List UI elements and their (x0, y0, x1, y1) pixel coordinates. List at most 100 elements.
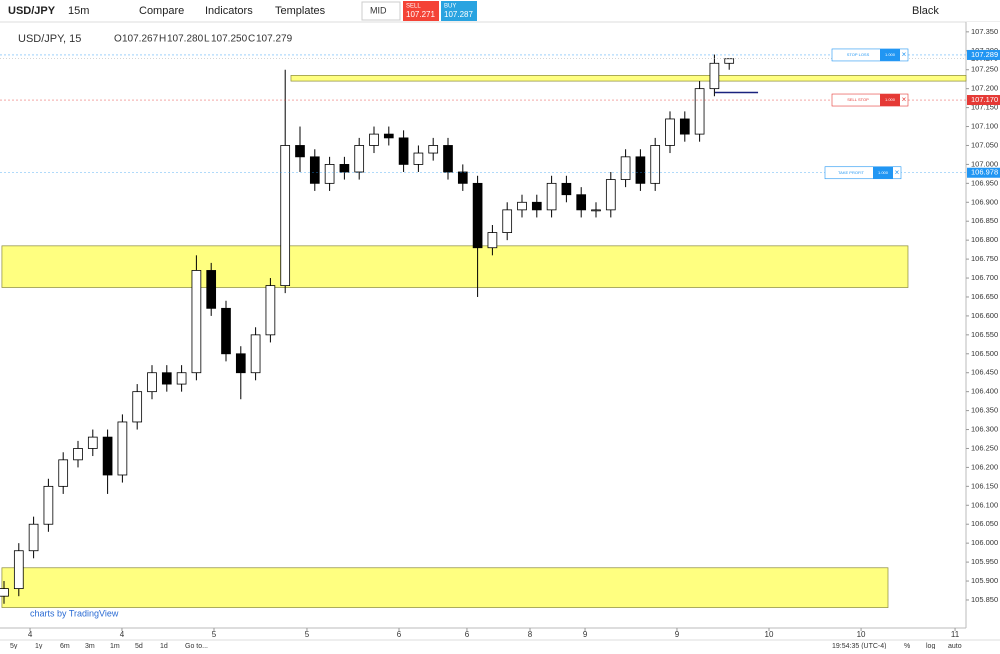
candle-body (58, 459, 69, 487)
range-button[interactable]: Go to... (185, 643, 208, 650)
price-source[interactable]: MID (370, 5, 387, 15)
price-axis (966, 22, 1000, 628)
x-tick-label: 5 (212, 630, 217, 639)
legend-c-label: C (248, 34, 255, 45)
scale-option[interactable]: log (926, 643, 935, 650)
buy-button[interactable] (441, 1, 477, 21)
candle-body (591, 209, 601, 212)
candle-body (221, 307, 231, 355)
candle-body (413, 152, 424, 165)
x-tick-label: 10 (765, 630, 774, 639)
order-price-bg (967, 95, 1000, 106)
range-button[interactable]: 1m (110, 643, 120, 650)
order-price-label: 106.978 (971, 168, 998, 177)
legend-l: 107.250 (211, 34, 248, 45)
candle-body (147, 372, 157, 393)
candle-body (457, 171, 468, 184)
order-price-bg (967, 49, 1000, 60)
x-tick-label: 9 (583, 630, 588, 639)
y-tick-label: 106.150 (971, 481, 998, 490)
candle-body (546, 182, 557, 211)
legend-c: 107.279 (256, 34, 293, 45)
scale-option[interactable]: % (904, 643, 910, 650)
y-tick-label: 106.300 (971, 425, 998, 434)
buy-label[interactable]: BUY (444, 4, 456, 10)
symbol[interactable]: USD/JPY (8, 5, 56, 17)
x-tick-label: 5 (305, 630, 310, 639)
legend-bg (4, 30, 384, 46)
candle-body (87, 436, 98, 449)
candle-body (531, 201, 542, 211)
y-tick-label: 107.250 (971, 65, 998, 74)
candle-body (102, 436, 113, 476)
compare-button[interactable]: Compare (139, 5, 184, 17)
candle-body (679, 118, 690, 135)
x-tick-label: 8 (528, 630, 533, 639)
candle-body (191, 270, 202, 374)
x-tick-label: 6 (397, 630, 402, 639)
interval[interactable]: 15m (68, 5, 89, 17)
candle-body (250, 334, 261, 374)
legend-o: 107.267 (122, 34, 159, 45)
scale-option[interactable]: auto (948, 643, 962, 650)
y-tick-label: 107.350 (971, 27, 998, 36)
y-tick-label: 106.250 (971, 443, 998, 452)
candle-body (724, 58, 735, 64)
candle-body (132, 391, 143, 423)
x-tick-label: 11 (951, 630, 960, 639)
watermark[interactable]: charts by TradingView (30, 608, 119, 618)
range-button[interactable]: 6m (60, 643, 70, 650)
y-tick-label: 106.350 (971, 406, 998, 415)
order-close: × (902, 95, 907, 104)
range-button[interactable]: 1y (35, 643, 43, 650)
candle-body (161, 372, 172, 385)
candle-body (43, 485, 54, 525)
candle-body (472, 182, 483, 249)
y-tick-label: 105.950 (971, 557, 998, 566)
legend-o-label: O (114, 34, 122, 45)
candle-body (339, 164, 350, 173)
price-source-box[interactable] (361, 1, 401, 21)
toolbar (0, 0, 1000, 22)
candle-body (280, 145, 291, 287)
candle-body (635, 156, 646, 184)
candle-body (665, 118, 675, 146)
candle-body (206, 270, 217, 309)
candle-body (176, 372, 187, 385)
y-tick-label: 106.800 (971, 235, 998, 244)
candle-body (28, 523, 39, 552)
candle-body (117, 421, 128, 476)
order-name: STOP LOSS (847, 52, 870, 57)
range-button[interactable]: 1d (160, 643, 168, 650)
buy-price[interactable]: 107.287 (444, 10, 473, 19)
sell-button[interactable] (403, 1, 439, 21)
candle-body (428, 145, 439, 154)
range-button[interactable]: 3m (85, 643, 95, 650)
order-qty-bg (880, 94, 900, 107)
sell-label[interactable]: SELL (406, 4, 421, 10)
candle-body (561, 182, 572, 196)
indicators-button[interactable]: Indicators (205, 5, 253, 17)
zone (290, 75, 967, 82)
y-tick-label: 106.850 (971, 216, 998, 225)
range-button[interactable]: 5d (135, 643, 143, 650)
order-close: × (902, 50, 907, 59)
zone (1, 245, 909, 288)
order-name: SELL STOP (847, 97, 869, 102)
y-tick-label: 106.700 (971, 273, 998, 282)
templates-button[interactable]: Templates (275, 5, 326, 17)
y-tick-label: 107.200 (971, 84, 998, 93)
candle-body (709, 62, 720, 90)
sell-price[interactable]: 107.271 (406, 10, 435, 19)
order-price-label: 107.170 (971, 95, 998, 104)
range-button[interactable]: 5y (10, 643, 18, 650)
candle-body (324, 164, 335, 184)
y-tick-label: 106.050 (971, 519, 998, 528)
y-tick-label: 107.100 (971, 122, 998, 131)
y-tick-label: 106.650 (971, 292, 998, 301)
theme[interactable]: Black (912, 5, 939, 17)
legend-title: USD/JPY, 15 (18, 33, 81, 45)
legend-l-label: L (204, 34, 210, 45)
candle-body (694, 88, 705, 135)
order-price-bg (967, 167, 1000, 178)
